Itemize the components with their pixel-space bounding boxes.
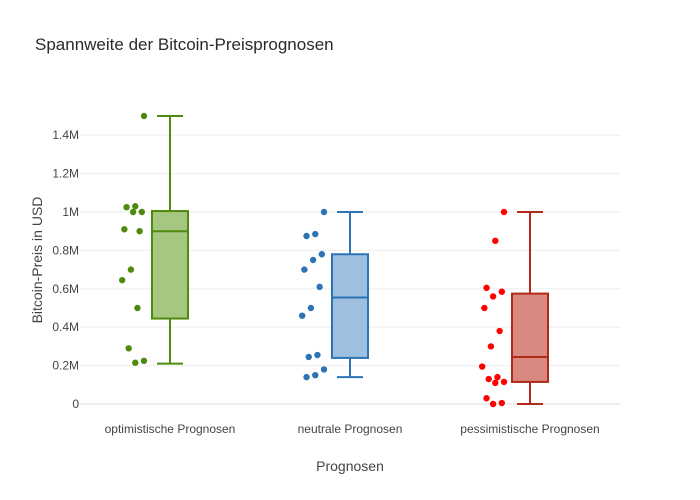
data-point bbox=[489, 400, 497, 408]
data-point bbox=[314, 351, 321, 359]
data-point bbox=[500, 208, 508, 216]
data-point bbox=[318, 251, 326, 258]
y-tick-label: 1.2M bbox=[52, 167, 79, 181]
data-point bbox=[316, 283, 323, 291]
y-tick-label: 0.8M bbox=[52, 243, 79, 257]
data-point bbox=[132, 203, 139, 210]
y-tick-label: 0.2M bbox=[52, 359, 79, 373]
data-point bbox=[496, 327, 503, 335]
data-point bbox=[498, 399, 506, 407]
box-traces bbox=[118, 112, 549, 408]
data-point bbox=[307, 304, 315, 312]
data-point bbox=[320, 366, 328, 373]
x-tick-label: pessimistische Prognosen bbox=[460, 422, 599, 436]
data-point bbox=[492, 237, 499, 244]
iqr-box bbox=[511, 292, 549, 383]
x-tick-label: optimistische Prognosen bbox=[105, 422, 236, 436]
box-trace bbox=[478, 208, 549, 408]
data-point bbox=[301, 266, 308, 273]
data-point bbox=[123, 204, 130, 211]
data-point bbox=[136, 228, 143, 235]
data-point bbox=[320, 208, 328, 216]
y-axis-title: Bitcoin-Preis in USD bbox=[29, 197, 45, 324]
data-point bbox=[483, 284, 490, 292]
data-point bbox=[494, 373, 501, 381]
data-point bbox=[138, 208, 146, 216]
data-point bbox=[483, 395, 490, 402]
x-axis-title: Prognosen bbox=[316, 458, 384, 474]
y-tick-label: 1M bbox=[62, 205, 79, 219]
data-point bbox=[303, 232, 310, 240]
data-point bbox=[498, 288, 506, 295]
data-point bbox=[309, 256, 317, 264]
y-tick-label: 0.6M bbox=[52, 282, 79, 296]
data-point bbox=[127, 266, 135, 273]
y-tick-label: 1.4M bbox=[52, 128, 79, 142]
x-axis-ticks: optimistische Prognosen neutrale Prognose… bbox=[105, 422, 600, 436]
data-point bbox=[492, 379, 499, 387]
data-point bbox=[481, 304, 488, 312]
data-point bbox=[500, 378, 508, 386]
data-point bbox=[312, 372, 319, 379]
data-point bbox=[303, 373, 310, 381]
data-point bbox=[140, 112, 148, 120]
iqr-box bbox=[331, 253, 369, 359]
data-point bbox=[298, 312, 306, 319]
box-trace bbox=[298, 208, 369, 381]
y-axis-ticks: 0 0.2M 0.4M 0.6M 0.8M 1M 1.2M 1.4M bbox=[52, 128, 79, 411]
iqr-box bbox=[151, 210, 189, 320]
data-point bbox=[487, 343, 495, 350]
data-point bbox=[489, 293, 497, 300]
y-tick-label: 0.4M bbox=[52, 320, 79, 334]
data-point bbox=[485, 375, 492, 383]
data-point bbox=[132, 359, 139, 366]
chart-title: Spannweite der Bitcoin-Preisprognosen bbox=[35, 35, 334, 54]
data-point bbox=[125, 345, 132, 352]
data-point bbox=[129, 208, 137, 216]
data-point bbox=[478, 363, 486, 370]
data-point bbox=[140, 357, 148, 364]
data-point bbox=[312, 230, 319, 238]
x-tick-label: neutrale Prognosen bbox=[298, 422, 403, 436]
data-point bbox=[305, 353, 312, 361]
box-trace bbox=[118, 112, 189, 366]
y-tick-label: 0 bbox=[72, 397, 79, 411]
data-point bbox=[121, 226, 128, 233]
data-point bbox=[118, 276, 126, 284]
data-point bbox=[134, 304, 141, 312]
